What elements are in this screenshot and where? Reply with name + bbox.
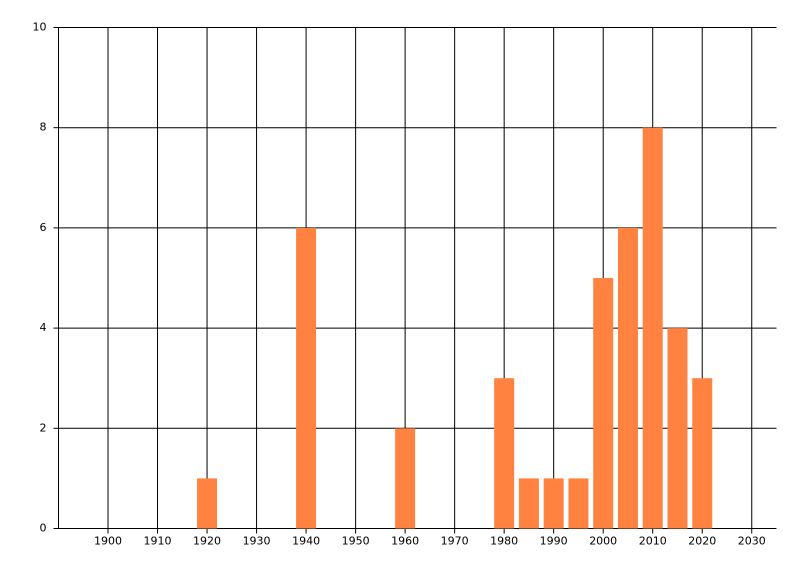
x-tick-label: 1910 bbox=[144, 535, 172, 548]
bar bbox=[568, 478, 589, 529]
x-tick-label: 1940 bbox=[292, 535, 320, 548]
y-tick-label: 0 bbox=[40, 522, 47, 535]
bar bbox=[617, 227, 638, 529]
bar bbox=[395, 428, 416, 529]
x-tick-label: 1950 bbox=[342, 535, 370, 548]
y-tick-label: 6 bbox=[40, 221, 47, 234]
x-tick-label: 1990 bbox=[540, 535, 568, 548]
bar bbox=[642, 127, 663, 529]
y-tick-label: 2 bbox=[40, 421, 47, 434]
x-tick-label: 2000 bbox=[589, 535, 617, 548]
x-tick-label: 1960 bbox=[391, 535, 419, 548]
y-tick-label: 10 bbox=[33, 21, 47, 34]
bar bbox=[494, 378, 515, 529]
x-tick-label: 1970 bbox=[441, 535, 469, 548]
bar bbox=[692, 378, 713, 529]
bar bbox=[593, 278, 614, 529]
x-tick-label: 1900 bbox=[94, 535, 122, 548]
x-tick-label: 2030 bbox=[738, 535, 766, 548]
bar bbox=[667, 328, 688, 529]
y-tick-label: 4 bbox=[40, 321, 47, 334]
x-tick-label: 2020 bbox=[688, 535, 716, 548]
x-tick-label: 1920 bbox=[193, 535, 221, 548]
bar bbox=[197, 478, 218, 529]
bar bbox=[518, 478, 539, 529]
x-tick-label: 1930 bbox=[243, 535, 271, 548]
bar bbox=[296, 227, 317, 529]
bar bbox=[543, 478, 564, 529]
x-tick-label: 2010 bbox=[639, 535, 667, 548]
y-tick-label: 8 bbox=[40, 121, 47, 134]
x-tick-label: 1980 bbox=[490, 535, 518, 548]
